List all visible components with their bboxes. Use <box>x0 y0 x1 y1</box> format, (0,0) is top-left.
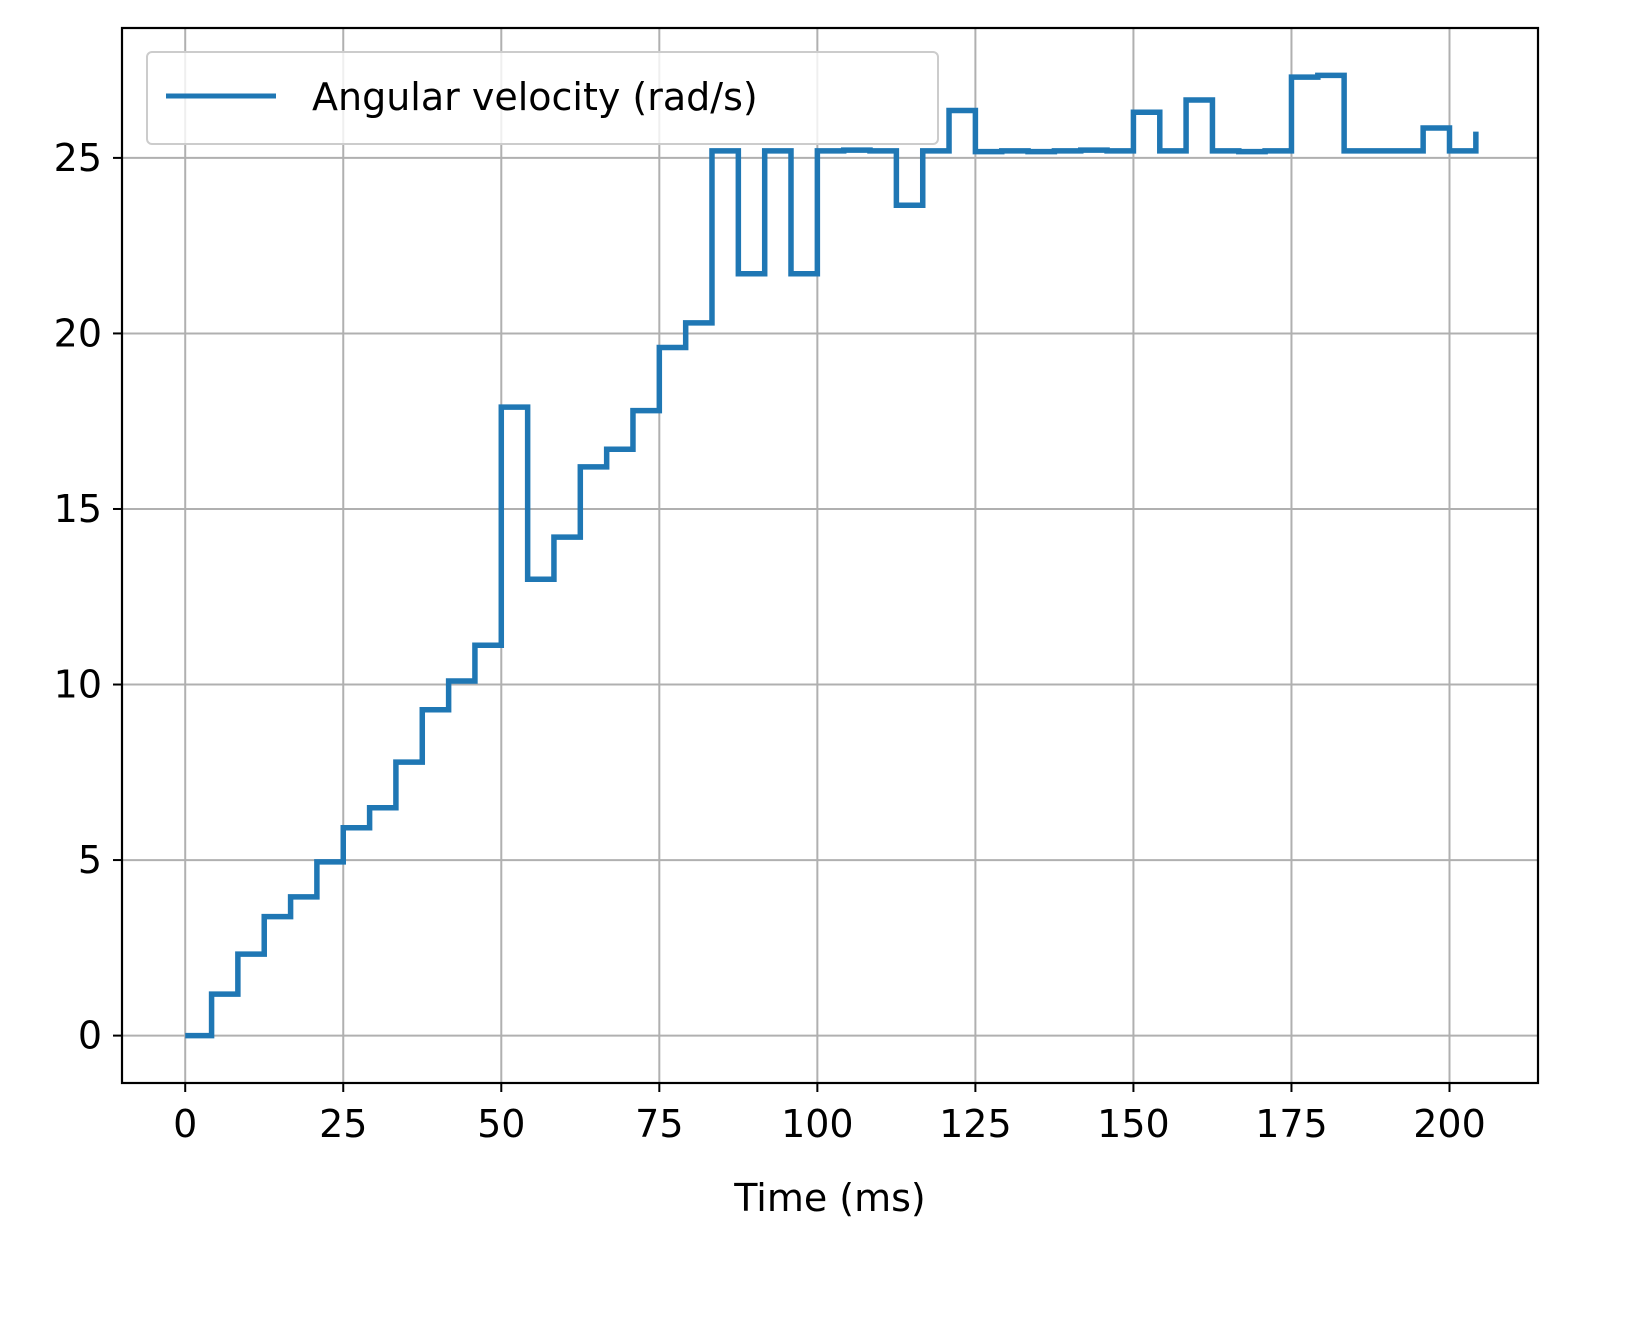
grid-lines <box>122 28 1538 1083</box>
x-tick-label: 50 <box>477 1102 525 1146</box>
y-tick-label: 25 <box>54 136 102 180</box>
y-tick-label: 10 <box>54 663 102 707</box>
plot-frame <box>120 26 1540 1085</box>
series-layer <box>185 72 1479 1039</box>
x-tick-label: 75 <box>635 1102 683 1146</box>
x-tick-label: 150 <box>1097 1102 1170 1146</box>
legend-box <box>146 51 939 145</box>
legend: Angular velocity (rad/s) <box>146 51 939 145</box>
x-axis-ticks: 0 25 50 75 100 125 150 175 200 <box>173 1083 1486 1146</box>
x-tick-label: 125 <box>939 1102 1012 1146</box>
y-tick-label: 15 <box>54 487 102 531</box>
x-tick-label: 175 <box>1255 1102 1328 1146</box>
series-line <box>185 72 1479 1039</box>
x-axis-label: Time (ms) <box>733 1176 926 1220</box>
x-tick-label: 0 <box>173 1102 197 1146</box>
y-tick-label: 20 <box>54 311 102 355</box>
x-tick-label: 25 <box>319 1102 367 1146</box>
y-tick-label: 5 <box>78 838 102 882</box>
y-tick-label: 0 <box>78 1014 102 1058</box>
y-axis-ticks: 0 5 10 15 20 25 <box>54 136 122 1058</box>
x-tick-label: 100 <box>781 1102 854 1146</box>
x-tick-label: 200 <box>1413 1102 1486 1146</box>
legend-label: Angular velocity (rad/s) <box>312 75 758 119</box>
